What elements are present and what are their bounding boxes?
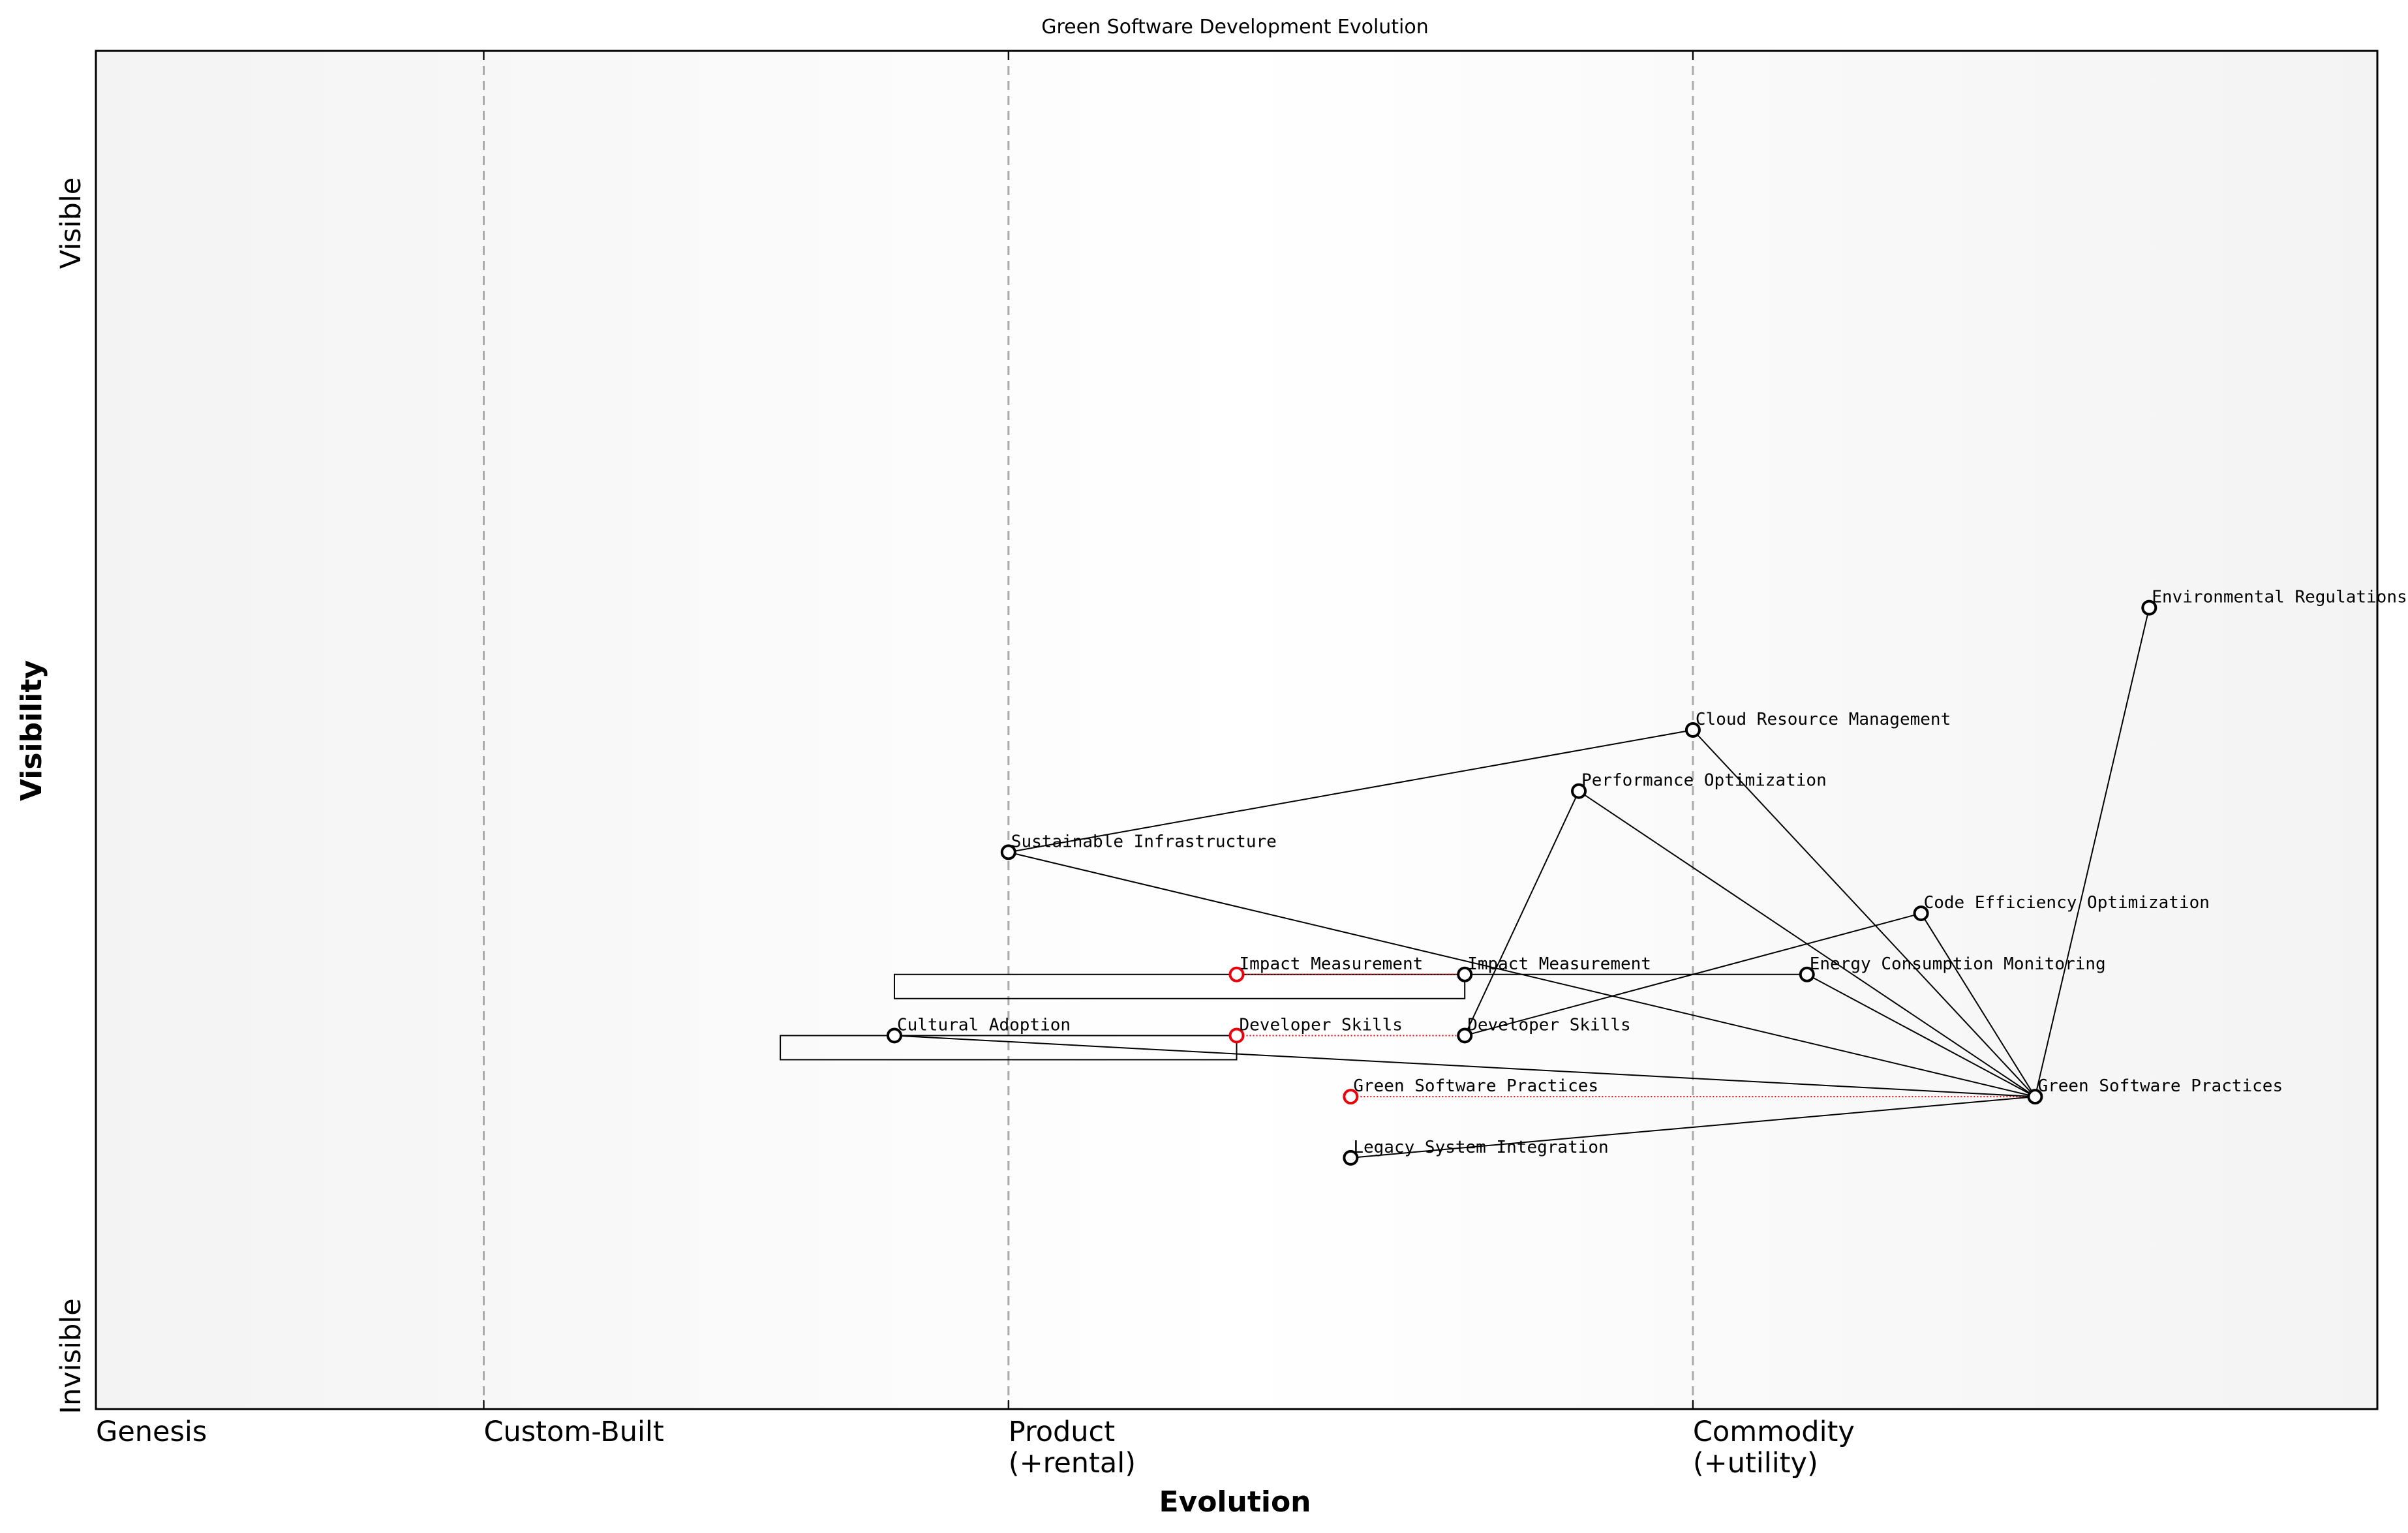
component-labels: Environmental Regulations Cloud Resource … <box>897 588 2407 1157</box>
link-cloud-infra <box>1008 729 1694 853</box>
link-culture-gsp <box>894 1035 2035 1098</box>
stage-label-genesis: Genesis <box>96 1416 207 1448</box>
plot-frame <box>95 50 2379 1410</box>
stage-label-product: Product (+rental) <box>1009 1416 1136 1480</box>
evolved-component-label-impact-measurement: Impact Measurement <box>1240 954 1424 974</box>
link-code-gsp <box>1920 913 2036 1097</box>
component-label-cloud-resource-management: Cloud Resource Management <box>1696 710 1951 729</box>
plot-background <box>96 51 2377 1409</box>
component-energy-consumption-monitoring[interactable] <box>1799 966 1815 982</box>
component-label-energy-consumption-monitoring: Energy Consumption Monitoring <box>1810 954 2106 974</box>
pipeline-impact-measurement <box>893 973 1466 999</box>
component-label-impact-measurement: Impact Measurement <box>1467 954 1651 974</box>
link-legacy-gsp <box>1350 1096 2035 1159</box>
invisible-label: Invisible <box>55 1298 87 1414</box>
component-developer-skills[interactable] <box>1457 1027 1473 1044</box>
dependency-links <box>894 607 2150 1159</box>
component-label-legacy-system-integration: Legacy System Integration <box>1353 1138 1608 1157</box>
evolved-component-label-developer-skills: Developer Skills <box>1240 1015 1403 1035</box>
component-sustainable-infrastructure[interactable] <box>1000 844 1016 860</box>
stage-label-line1: Commodity <box>1693 1416 1855 1448</box>
component-label-environmental-regulations: Environmental Regulations <box>2152 588 2407 607</box>
stage-label-line1: Genesis <box>96 1416 207 1448</box>
component-label-green-software-practices: Green Software Practices <box>2037 1076 2283 1096</box>
component-label-developer-skills: Developer Skills <box>1467 1015 1630 1035</box>
evolved-component-label-green-software-practices: Green Software Practices <box>1353 1076 1598 1096</box>
component-label-sustainable-infrastructure: Sustainable Infrastructure <box>1011 832 1277 851</box>
evolved-component-impact-measurement[interactable] <box>1228 966 1245 982</box>
component-cultural-adoption[interactable] <box>886 1027 902 1044</box>
x-axis-title: Evolution <box>1159 1485 1311 1519</box>
stage-label-line1: Product <box>1009 1416 1115 1448</box>
component-label-cultural-adoption: Cultural Adoption <box>897 1015 1071 1035</box>
stage-label-line2: (+rental) <box>1009 1447 1136 1480</box>
stage-label-commodity: Commodity (+utility) <box>1693 1416 1855 1480</box>
link-energy-gsp <box>1806 973 2035 1098</box>
component-performance-optimization[interactable] <box>1571 783 1587 799</box>
pipelines <box>780 973 1466 1061</box>
component-nodes <box>886 600 2157 1166</box>
evolution-links <box>1236 973 2035 1098</box>
pipeline-cultural-adoption <box>780 1035 1238 1061</box>
component-impact-measurement[interactable] <box>1457 966 1473 982</box>
stage-label-custom-built: Custom-Built <box>483 1416 663 1448</box>
component-legacy-system-integration[interactable] <box>1343 1149 1359 1166</box>
component-code-efficiency-optimization[interactable] <box>1913 905 1929 922</box>
link-cloud-gsp <box>1692 729 2036 1097</box>
evolved-component-developer-skills[interactable] <box>1228 1027 1245 1044</box>
stage-labels: Genesis Custom-Built Product (+rental) Commo… <box>96 1416 1855 1480</box>
visible-label: Visible <box>55 177 87 269</box>
stage-label-line1: Custom-Built <box>483 1416 663 1448</box>
component-environmental-regulations[interactable] <box>2141 600 2157 616</box>
link-perf-skills <box>1464 791 1579 1036</box>
component-label-code-efficiency-optimization: Code Efficiency Optimization <box>1924 893 2210 913</box>
component-cloud-resource-management[interactable] <box>1684 722 1701 738</box>
stage-label-line2: (+utility) <box>1693 1447 1818 1480</box>
map-title: Green Software Development Evolution <box>1041 16 1429 38</box>
component-label-performance-optimization: Performance Optimization <box>1581 771 1827 791</box>
y-axis-title: Visibility <box>15 660 48 801</box>
component-green-software-practices[interactable] <box>2027 1089 2043 1105</box>
link-env-gsp <box>2034 607 2150 1097</box>
evolved-component-green-software-practices[interactable] <box>1343 1089 1359 1105</box>
